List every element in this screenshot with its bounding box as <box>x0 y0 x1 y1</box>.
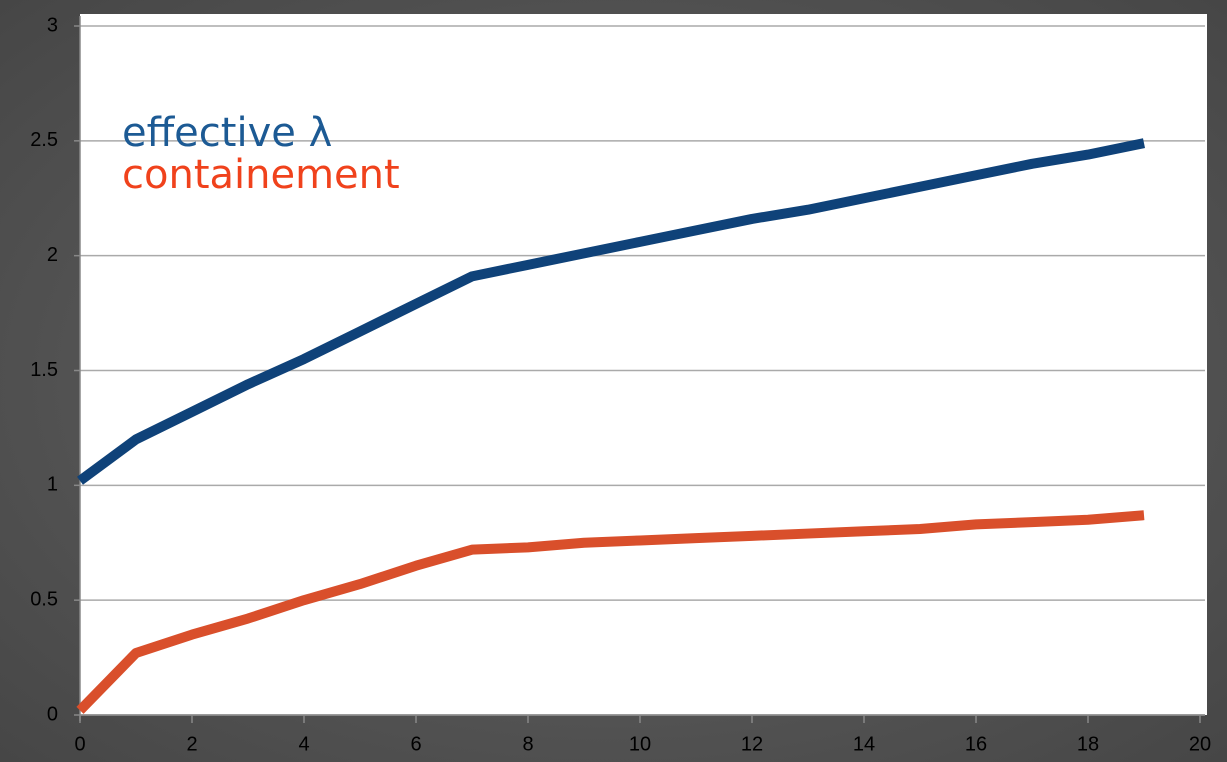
x-tick-label: 6 <box>410 733 421 755</box>
y-tick-label: 1.5 <box>30 359 58 381</box>
x-tick-label: 18 <box>1077 733 1099 755</box>
y-tick-label: 1 <box>47 474 58 496</box>
x-tick-label: 0 <box>74 733 85 755</box>
y-tick-label: 2 <box>47 244 58 266</box>
x-tick-label: 12 <box>741 733 763 755</box>
series-line <box>77 138 1146 485</box>
x-tick-label: 4 <box>298 733 309 755</box>
y-tick-label: 0 <box>47 703 58 725</box>
y-tick-label: 3 <box>47 14 58 36</box>
y-tick-label: 0.5 <box>30 588 58 610</box>
x-tick-label: 16 <box>965 733 987 755</box>
plot-area <box>80 14 1207 715</box>
legend-label: effective λ <box>122 110 332 156</box>
y-tick-label: 2.5 <box>30 129 58 151</box>
x-tick-label: 2 <box>186 733 197 755</box>
legend-label: containement <box>122 152 400 198</box>
x-tick-label: 8 <box>522 733 533 755</box>
series-line <box>76 510 1145 714</box>
x-tick-label: 20 <box>1189 733 1211 755</box>
x-tick-label: 14 <box>853 733 875 755</box>
x-tick-label: 10 <box>629 733 651 755</box>
